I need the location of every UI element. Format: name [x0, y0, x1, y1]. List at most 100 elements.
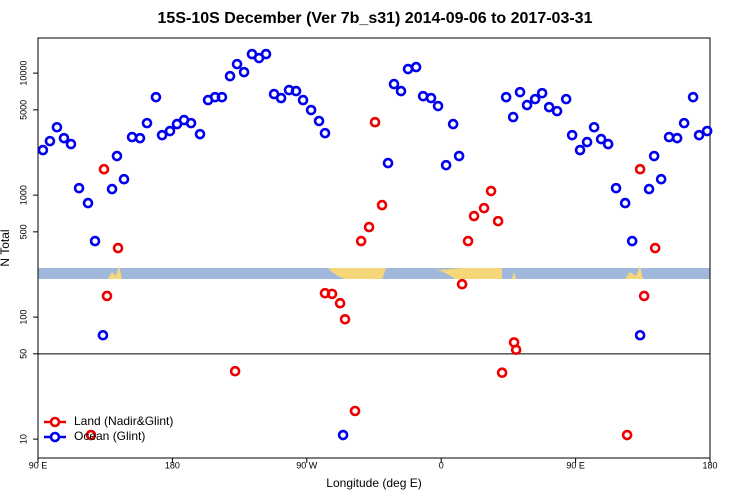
point — [275, 92, 287, 104]
point — [339, 313, 351, 325]
legend-label: Land (Nadir&Glint) — [74, 414, 173, 428]
point — [671, 132, 683, 144]
land-strip — [38, 266, 710, 279]
point — [51, 121, 63, 133]
y-tick-label: 50 — [18, 349, 28, 359]
point — [65, 138, 77, 150]
point — [566, 129, 578, 141]
point — [678, 117, 690, 129]
point — [106, 183, 118, 195]
x-tick-label: 180 — [702, 460, 717, 470]
point — [82, 197, 94, 209]
point — [574, 144, 586, 156]
point — [507, 111, 519, 123]
point — [118, 173, 130, 185]
legend-label: Ocean (Glint) — [74, 429, 145, 443]
y-tick-label: 5000 — [18, 100, 28, 120]
point — [425, 92, 437, 104]
y-axis-label: N Total — [0, 229, 12, 266]
point — [560, 93, 572, 105]
x-tick-label: 90 E — [566, 460, 585, 470]
point — [355, 235, 367, 247]
point — [492, 215, 504, 227]
point — [216, 91, 228, 103]
point — [164, 125, 176, 137]
point — [156, 129, 168, 141]
point — [337, 429, 349, 441]
point — [134, 132, 146, 144]
point — [229, 365, 241, 377]
point — [447, 118, 459, 130]
y-tick-label: 1000 — [18, 185, 28, 205]
point — [634, 329, 646, 341]
y-tick-label: 500 — [18, 224, 28, 239]
point — [462, 235, 474, 247]
point — [485, 185, 497, 197]
point — [388, 78, 400, 90]
point — [73, 182, 85, 194]
point — [514, 86, 526, 98]
point — [313, 115, 325, 127]
point — [626, 235, 638, 247]
point — [456, 278, 468, 290]
point — [238, 66, 250, 78]
y-tick-label: 100 — [18, 310, 28, 325]
x-tick-label: 90 E — [29, 460, 48, 470]
point — [621, 429, 633, 441]
chart-title: 15S-10S December (Ver 7b_s31) 2014-09-06… — [158, 10, 593, 27]
point — [44, 135, 56, 147]
point — [369, 116, 381, 128]
legend-marker — [49, 431, 61, 443]
point — [101, 290, 113, 302]
point — [648, 150, 660, 162]
point — [595, 133, 607, 145]
point — [410, 61, 422, 73]
point — [231, 58, 243, 70]
point — [111, 150, 123, 162]
point — [363, 221, 375, 233]
point — [97, 329, 109, 341]
point — [536, 87, 548, 99]
point — [112, 242, 124, 254]
point — [687, 91, 699, 103]
point — [643, 183, 655, 195]
point — [290, 85, 302, 97]
point — [588, 121, 600, 133]
y-tick-label: 10 — [18, 434, 28, 444]
point — [185, 117, 197, 129]
x-tick-label: 90 W — [296, 460, 318, 470]
point — [89, 235, 101, 247]
point — [334, 297, 346, 309]
point — [453, 150, 465, 162]
point — [141, 117, 153, 129]
point — [376, 199, 388, 211]
point — [260, 48, 272, 60]
y-tick-label: 10000 — [18, 61, 28, 86]
point — [58, 132, 70, 144]
point — [510, 344, 522, 356]
point — [382, 157, 394, 169]
x-axis-label: Longitude (deg E) — [326, 476, 421, 490]
point — [521, 99, 533, 111]
point — [432, 100, 444, 112]
point — [150, 91, 162, 103]
point — [349, 405, 361, 417]
point — [581, 136, 593, 148]
point — [638, 290, 650, 302]
point — [543, 101, 555, 113]
point — [194, 128, 206, 140]
point — [602, 138, 614, 150]
point — [610, 182, 622, 194]
legend-marker — [49, 416, 61, 428]
point — [634, 163, 646, 175]
point — [649, 242, 661, 254]
point — [319, 127, 331, 139]
point — [529, 93, 541, 105]
point — [326, 288, 338, 300]
point — [85, 429, 97, 441]
point — [655, 173, 667, 185]
x-tick-label: 0 — [439, 460, 444, 470]
point — [305, 104, 317, 116]
